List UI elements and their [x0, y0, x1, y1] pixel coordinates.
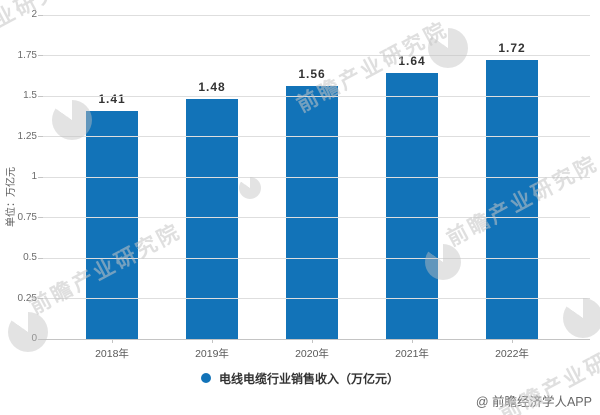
- x-tick-mark: [112, 339, 113, 343]
- gridline: [43, 217, 590, 218]
- y-tick-label: 0.75: [17, 211, 37, 223]
- legend-label: 电线电缆行业销售收入（万亿元）: [218, 371, 399, 386]
- y-tick-mark: [38, 217, 43, 218]
- y-tick-mark: [38, 55, 43, 56]
- gridline: [43, 55, 590, 56]
- bar-2022年: [486, 60, 538, 339]
- legend-marker-icon: [200, 373, 211, 383]
- y-tick-mark: [38, 338, 43, 340]
- bar-2020年: [286, 86, 338, 339]
- y-tick-label: 0.5: [23, 252, 37, 263]
- y-tick-mark: [38, 176, 43, 178]
- x-tick-mark: [212, 339, 213, 343]
- bar-value-label: 1.64: [398, 54, 426, 69]
- x-tick-label: 2019年: [195, 348, 229, 360]
- y-tick-mark: [38, 14, 43, 16]
- x-tick-label: 2020年: [295, 348, 329, 360]
- credit-text: @ 前瞻经济学人APP: [475, 395, 592, 409]
- plot-area: 1.41 1.48 1.56 1.64 1.72: [43, 14, 590, 340]
- x-tick-mark: [312, 339, 313, 343]
- y-tick-label: 0: [31, 333, 37, 344]
- bar-2021年: [386, 73, 438, 339]
- y-tick-mark: [38, 298, 43, 299]
- gridline: [43, 136, 590, 137]
- gridline: [43, 176, 590, 178]
- x-axis-line: [43, 338, 590, 340]
- y-tick-mark: [38, 257, 43, 259]
- y-tick-label: 1.75: [17, 49, 37, 61]
- gridline: [43, 298, 590, 299]
- y-tick-label: 1.5: [23, 90, 37, 101]
- gridline: [43, 257, 590, 259]
- x-tick-label: 2022年: [495, 348, 529, 360]
- y-tick-label: 1.25: [17, 130, 37, 142]
- y-tick-mark: [38, 136, 43, 137]
- bar-value-label: 1.56: [298, 67, 326, 82]
- y-tick-label: 1: [31, 171, 37, 182]
- x-tick-mark: [412, 339, 413, 343]
- gridline: [43, 95, 590, 97]
- y-tick-label: 0.25: [17, 292, 37, 304]
- bar-value-label: 1.41: [98, 91, 126, 106]
- legend: 电线电缆行业销售收入（万亿元）: [0, 370, 600, 386]
- x-tick-mark: [512, 339, 513, 343]
- bar-2018年: [86, 110, 138, 339]
- y-tick-label: 2: [31, 9, 37, 20]
- bar-value-label: 1.48: [198, 80, 226, 95]
- x-tick-label: 2021年: [395, 348, 429, 360]
- bar-value-label: 1.72: [498, 41, 526, 56]
- bars-layer: 1.41 1.48 1.56 1.64 1.72: [43, 15, 590, 339]
- x-tick-label: 2018年: [95, 348, 129, 360]
- gridline: [43, 14, 590, 16]
- y-tick-mark: [38, 95, 43, 97]
- bar-2019年: [186, 99, 238, 339]
